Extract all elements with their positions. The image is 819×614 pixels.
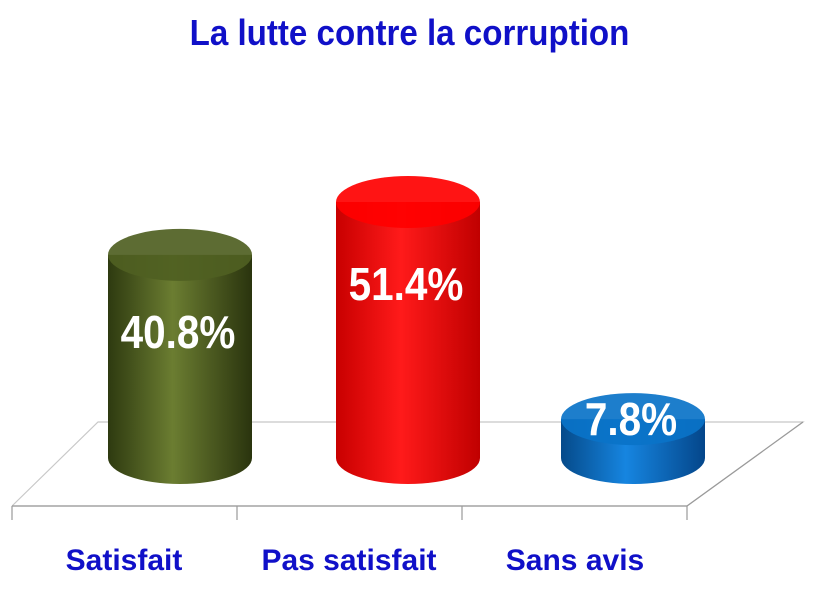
- floor-right-edge: [686, 421, 804, 507]
- bar-sans-avis: [561, 393, 705, 484]
- chart-floor: [11, 421, 805, 520]
- category-label: Pas satisfait: [261, 544, 436, 577]
- bar-top: [561, 393, 705, 446]
- category-label: Sans avis: [506, 544, 644, 577]
- bars-group: [108, 176, 705, 484]
- value-label: 7.8%: [585, 395, 677, 446]
- chart-title: La lutte contre la corruption: [189, 12, 630, 53]
- value-labels-group: 40.8% 51.4% 7.8%: [121, 260, 677, 446]
- bar-pas-satisfait: [336, 176, 480, 484]
- value-label: 51.4%: [349, 260, 464, 311]
- bar-body: [108, 254, 252, 484]
- bar-top: [108, 228, 252, 281]
- bar-top: [336, 176, 480, 229]
- category-labels-group: Satisfait Pas satisfait Sans avis: [66, 544, 645, 577]
- bar-body: [336, 202, 480, 484]
- bar-satisfait: [108, 228, 252, 484]
- category-label: Satisfait: [66, 544, 183, 577]
- value-label: 40.8%: [121, 308, 236, 359]
